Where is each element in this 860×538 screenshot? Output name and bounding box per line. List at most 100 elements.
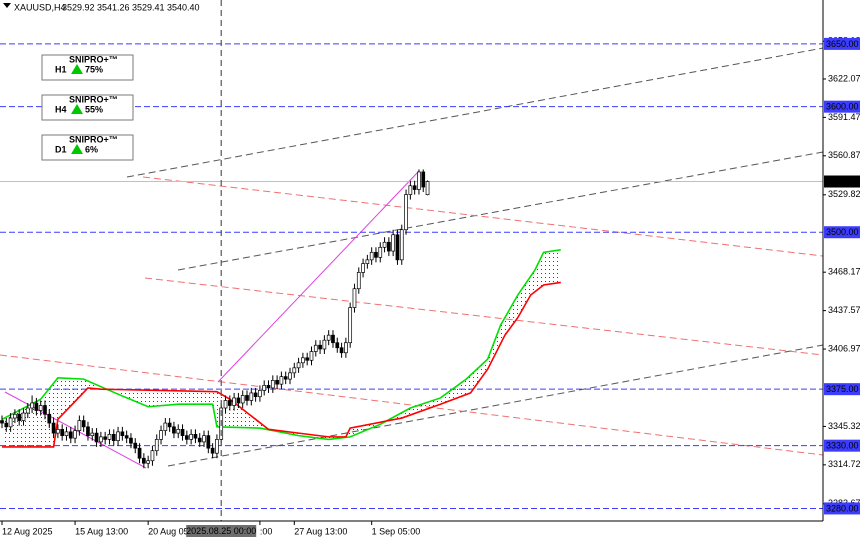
cloud (2, 249, 561, 447)
candle-body (288, 372, 292, 380)
x-tick-label: 1 Sep 05:00 (372, 526, 421, 536)
level-label-box (824, 37, 860, 50)
y-tick-label: 3591.47 (828, 112, 860, 122)
candle-body (116, 431, 120, 441)
y-tick-label: 3437.57 (828, 305, 860, 315)
candle-body (382, 241, 387, 248)
level-label: 3650.00 (826, 39, 859, 49)
trend-line (167, 344, 824, 467)
candle-body (387, 241, 391, 252)
level-label-box (824, 383, 860, 396)
candle-body (425, 181, 430, 196)
header-value: 3541.26 (97, 2, 130, 12)
symbol: XAUUSD,H4 (14, 2, 66, 12)
candle-body (137, 447, 142, 459)
candle-body (47, 413, 52, 424)
badge-arrow (71, 64, 83, 74)
candle-body (232, 397, 236, 406)
candle-body (352, 288, 357, 308)
candle-body (159, 430, 163, 440)
y-tick-label: 3560.87 (828, 150, 860, 160)
badge-change: 55% (85, 104, 103, 114)
candle-body (301, 357, 305, 364)
level-label-box (824, 100, 860, 113)
channel-line (142, 176, 824, 257)
badge-change: 75% (85, 64, 103, 74)
level-label: 3500.00 (826, 227, 859, 237)
candle-body (172, 426, 176, 434)
badge-change: 6% (85, 144, 98, 154)
candle-body (348, 307, 353, 344)
badge-arrow (71, 104, 83, 114)
candle-body (412, 185, 417, 190)
channel-line (144, 277, 824, 356)
menu-arrow (3, 3, 11, 8)
badge-brand: SNIPRO+™ (69, 134, 118, 144)
x-tick-label: 15 Aug 13:00 (75, 526, 128, 536)
candle-body (43, 405, 47, 415)
candle-body (240, 395, 245, 404)
candle-body (146, 460, 150, 464)
candle-body (51, 422, 56, 434)
candle-body (167, 422, 172, 428)
x-tick-label: 27 Aug 13:00 (294, 526, 347, 536)
candle-body (356, 272, 361, 290)
trend-line (126, 47, 824, 178)
candle-body (206, 435, 211, 449)
level-label-box (824, 226, 860, 239)
candle-body (189, 434, 193, 440)
level-label: 3600.00 (826, 102, 859, 112)
candle-body (17, 413, 22, 421)
candle-body (176, 428, 181, 434)
channel-line (0, 354, 824, 456)
candle-body (99, 436, 103, 443)
candle-body (361, 263, 365, 273)
candle-body (94, 432, 99, 443)
candle-body (326, 334, 331, 341)
candle-body (0, 420, 4, 424)
header-value: 3540.40 (167, 2, 200, 12)
candle-body (90, 432, 95, 436)
level-label: 3330.00 (826, 441, 859, 451)
candle-body (417, 171, 421, 190)
crosshair-label: 2025.08.25 00:00 (186, 526, 256, 536)
candle-body (266, 385, 271, 389)
header-value: 3529.92 (62, 2, 95, 12)
candle-body (133, 442, 138, 449)
level-label: 3280.00 (826, 503, 859, 513)
y-tick-label: 3406.97 (828, 343, 860, 353)
candle-body (21, 412, 26, 421)
zigzag-line (217, 171, 419, 383)
candle-body (193, 434, 198, 439)
candle-body (68, 431, 73, 439)
candle-body (391, 234, 396, 252)
candle-body (322, 339, 327, 350)
x-tick-label: 20 Aug 05 (148, 526, 189, 536)
candle-body (34, 402, 39, 411)
candle-body (202, 435, 206, 443)
candle-body (369, 251, 374, 261)
candle-body (73, 430, 77, 439)
badge-brand: SNIPRO+™ (69, 94, 118, 104)
candle-body (184, 435, 189, 440)
candle-body (107, 434, 112, 440)
y-tick-label: 3529.82 (828, 189, 860, 199)
level-label-box (824, 439, 860, 452)
candle-body (215, 439, 219, 454)
candle-body (197, 437, 202, 443)
candle-body (227, 400, 232, 406)
candle-body (120, 431, 125, 436)
candle-body (77, 420, 82, 431)
candle-body (270, 380, 275, 389)
candle-body (180, 428, 185, 436)
last-price-label: 3540.40 (826, 176, 859, 186)
candle-body (399, 229, 404, 261)
candle-body (64, 431, 69, 436)
candle-body (56, 428, 60, 434)
x-tick-label: :00 (260, 526, 273, 536)
badge-box (41, 134, 134, 161)
y-tick-label: 3468.17 (828, 267, 860, 277)
candle-body (253, 392, 258, 398)
